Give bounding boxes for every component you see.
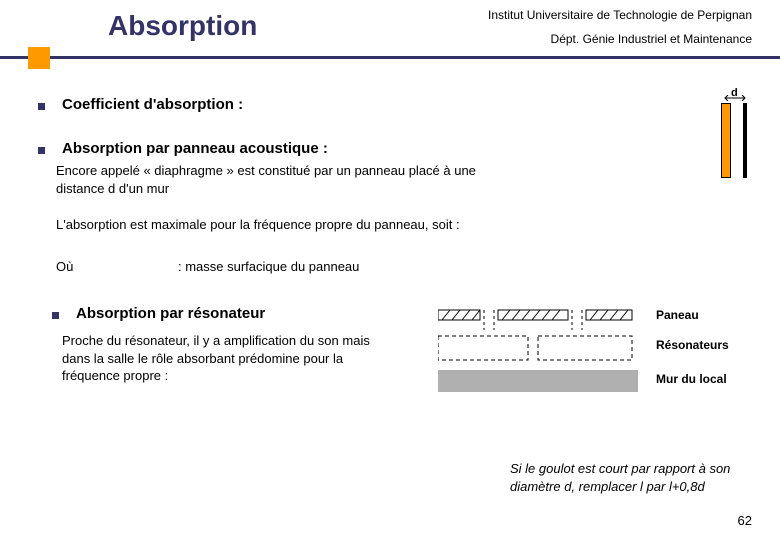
institution-line1: Institut Universitaire de Technologie de… bbox=[488, 8, 752, 22]
slide-title: Absorption bbox=[108, 10, 257, 42]
bullet-icon bbox=[38, 103, 45, 110]
resonateur-p1: Proche du résonateur, il y a amplificati… bbox=[62, 332, 392, 385]
heading-resonateur: Absorption par résonateur bbox=[76, 305, 265, 322]
panel-diagram: d bbox=[697, 85, 752, 180]
institution: Institut Universitaire de Technologie de… bbox=[488, 8, 752, 46]
bullet-icon bbox=[52, 312, 59, 319]
label-mur: Mur du local bbox=[656, 372, 727, 386]
accent-square bbox=[28, 47, 50, 69]
label-resonateurs: Résonateurs bbox=[656, 338, 729, 352]
resonator-svg bbox=[438, 308, 768, 403]
heading-coefficient: Coefficient d'absorption : bbox=[62, 96, 243, 113]
heading-panneau: Absorption par panneau acoustique : bbox=[62, 140, 328, 157]
bullet-icon bbox=[38, 147, 45, 154]
institution-line2: Dépt. Génie Industriel et Maintenance bbox=[488, 32, 752, 46]
panel-wall bbox=[743, 103, 747, 178]
panneau-p2: L'absorption est maximale pour la fréque… bbox=[56, 216, 576, 234]
header-rule bbox=[0, 56, 780, 59]
distance-arrow-icon bbox=[723, 95, 747, 101]
ou-label: Où bbox=[56, 258, 73, 276]
label-paneau: Paneau bbox=[656, 308, 699, 322]
panneau-p1: Encore appelé « diaphragme » est constit… bbox=[56, 162, 486, 197]
mass-label: : masse surfacique du panneau bbox=[178, 258, 359, 276]
panel-slab bbox=[721, 103, 731, 178]
page-number: 62 bbox=[738, 513, 752, 528]
resonator-diagram: Paneau Résonateurs Mur du local bbox=[438, 308, 768, 403]
footnote: Si le goulot est court par rapport à son… bbox=[510, 460, 760, 495]
